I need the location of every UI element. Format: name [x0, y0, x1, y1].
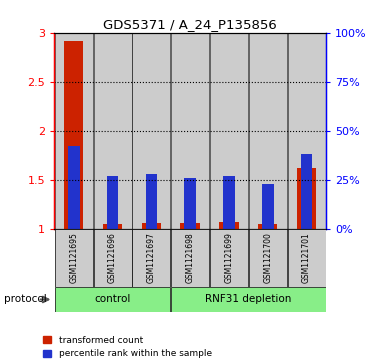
Text: protocol: protocol [4, 294, 47, 305]
Bar [223, 176, 235, 229]
Bar [258, 224, 277, 229]
Bar [94, 229, 132, 287]
Bar [301, 154, 312, 229]
Bar [146, 174, 157, 229]
Bar [55, 33, 93, 229]
Bar [94, 33, 132, 229]
Text: GSM1121697: GSM1121697 [147, 232, 156, 283]
Bar [132, 229, 170, 287]
Bar [210, 229, 248, 287]
Bar [297, 168, 316, 229]
Bar [107, 176, 118, 229]
Bar [132, 33, 170, 229]
Legend: transformed count, percentile rank within the sample: transformed count, percentile rank withi… [43, 336, 212, 359]
Text: GSM1121701: GSM1121701 [302, 232, 311, 283]
Bar [249, 229, 287, 287]
Bar [171, 33, 209, 229]
Bar [68, 146, 80, 229]
Bar [55, 229, 93, 287]
Bar [171, 229, 209, 287]
Bar [262, 184, 274, 229]
Bar [249, 33, 287, 229]
Text: control: control [94, 294, 131, 305]
Bar [142, 223, 161, 229]
Bar [288, 229, 326, 287]
Bar [184, 178, 196, 229]
Bar [210, 33, 248, 229]
Text: GSM1121695: GSM1121695 [69, 232, 78, 283]
Bar [103, 224, 122, 229]
Text: GSM1121696: GSM1121696 [108, 232, 117, 283]
Text: GSM1121698: GSM1121698 [185, 232, 195, 283]
Bar [171, 287, 326, 312]
Title: GDS5371 / A_24_P135856: GDS5371 / A_24_P135856 [103, 19, 277, 32]
Text: GSM1121700: GSM1121700 [263, 232, 272, 283]
Bar [219, 222, 239, 229]
Bar [55, 287, 170, 312]
Text: RNF31 depletion: RNF31 depletion [205, 294, 291, 305]
Bar [180, 223, 200, 229]
Text: GSM1121699: GSM1121699 [224, 232, 234, 283]
Bar [288, 33, 326, 229]
Bar [64, 41, 83, 229]
